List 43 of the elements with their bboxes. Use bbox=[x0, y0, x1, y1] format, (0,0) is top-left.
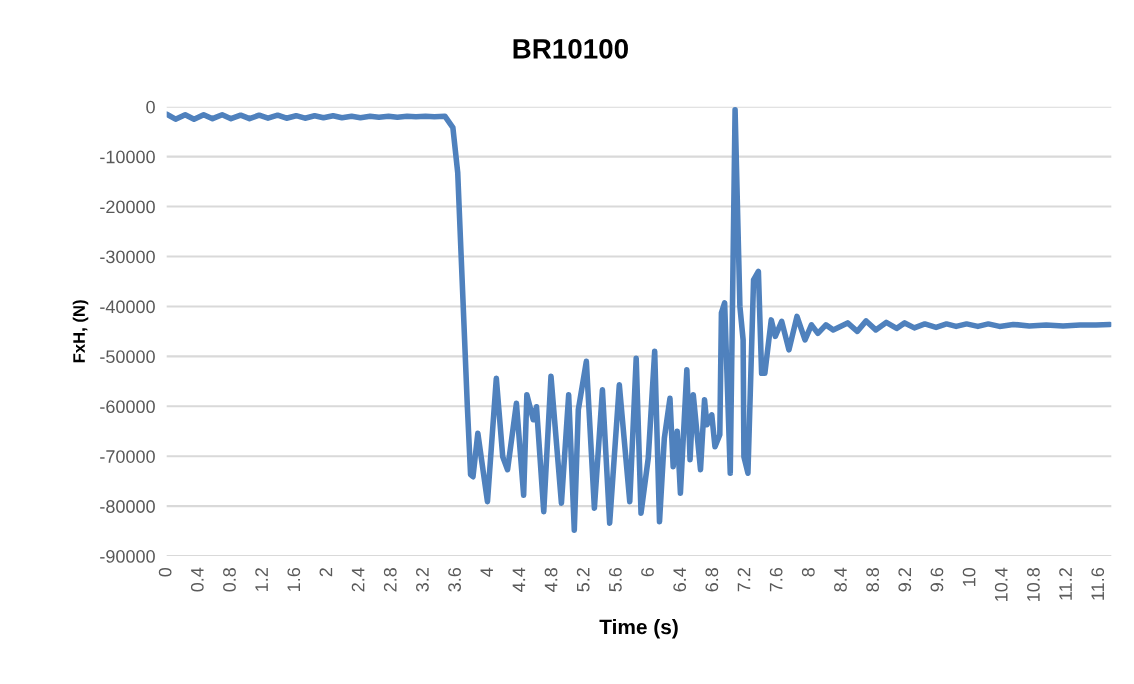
chart-title: BR10100 bbox=[513, 39, 628, 59]
y-tick-label: -70000 bbox=[100, 450, 155, 463]
x-tick-label: 10 bbox=[962, 567, 976, 586]
x-tick-label: 3.2 bbox=[416, 568, 429, 592]
x-tick-label: 0.8 bbox=[223, 567, 236, 592]
y-axis-title: FxH, (N) bbox=[72, 300, 89, 363]
x-tick-label: 11.2 bbox=[1059, 568, 1072, 600]
x-tick-label: 6.8 bbox=[705, 567, 719, 592]
x-axis-title: Time (s) bbox=[599, 619, 678, 639]
x-tick-label: 5.6 bbox=[608, 567, 622, 592]
y-tick-label: -90000 bbox=[100, 550, 155, 563]
y-tick-label: -30000 bbox=[100, 250, 155, 264]
y-tick-label: 0 bbox=[146, 100, 155, 114]
x-tick-label: 2.4 bbox=[351, 567, 365, 592]
x-tick-label: 4 bbox=[480, 567, 493, 577]
y-tick-label: -40000 bbox=[100, 300, 155, 314]
x-tick-label: 6.4 bbox=[673, 567, 687, 592]
y-tick-label: -20000 bbox=[100, 200, 155, 214]
x-tick-label: 5.2 bbox=[576, 568, 590, 592]
x-tick-label: 0.4 bbox=[190, 567, 204, 592]
x-tick-label: 3.6 bbox=[448, 567, 461, 592]
x-tick-label: 4.4 bbox=[512, 567, 526, 592]
x-tick-label: 7.2 bbox=[737, 568, 751, 592]
x-tick-label: 7.6 bbox=[769, 567, 783, 592]
x-tick-label: 1.6 bbox=[287, 567, 301, 591]
x-tick-label: 10.8 bbox=[1027, 567, 1040, 601]
x-tick-label: 2.8 bbox=[383, 567, 397, 592]
x-tick-label: 10.4 bbox=[994, 567, 1008, 601]
y-tick-label: -50000 bbox=[100, 350, 155, 364]
x-tick-label: 1.2 bbox=[255, 568, 268, 591]
x-tick-label: 2 bbox=[319, 568, 333, 577]
y-tick-label: -80000 bbox=[100, 500, 155, 513]
y-tick-label: -60000 bbox=[100, 400, 155, 414]
x-tick-label: 9.2 bbox=[898, 568, 912, 592]
x-tick-label: 6 bbox=[641, 568, 654, 577]
y-tick-label: -10000 bbox=[100, 150, 155, 164]
x-tick-label: 8.8 bbox=[866, 567, 880, 592]
x-tick-label: 8.4 bbox=[834, 567, 847, 592]
x-tick-label: 4.8 bbox=[544, 567, 558, 592]
x-tick-label: 9.6 bbox=[930, 567, 944, 592]
x-tick-label: 11.6 bbox=[1091, 567, 1105, 600]
x-tick-label: 8 bbox=[801, 567, 815, 577]
x-tick-label: 0 bbox=[158, 567, 172, 577]
